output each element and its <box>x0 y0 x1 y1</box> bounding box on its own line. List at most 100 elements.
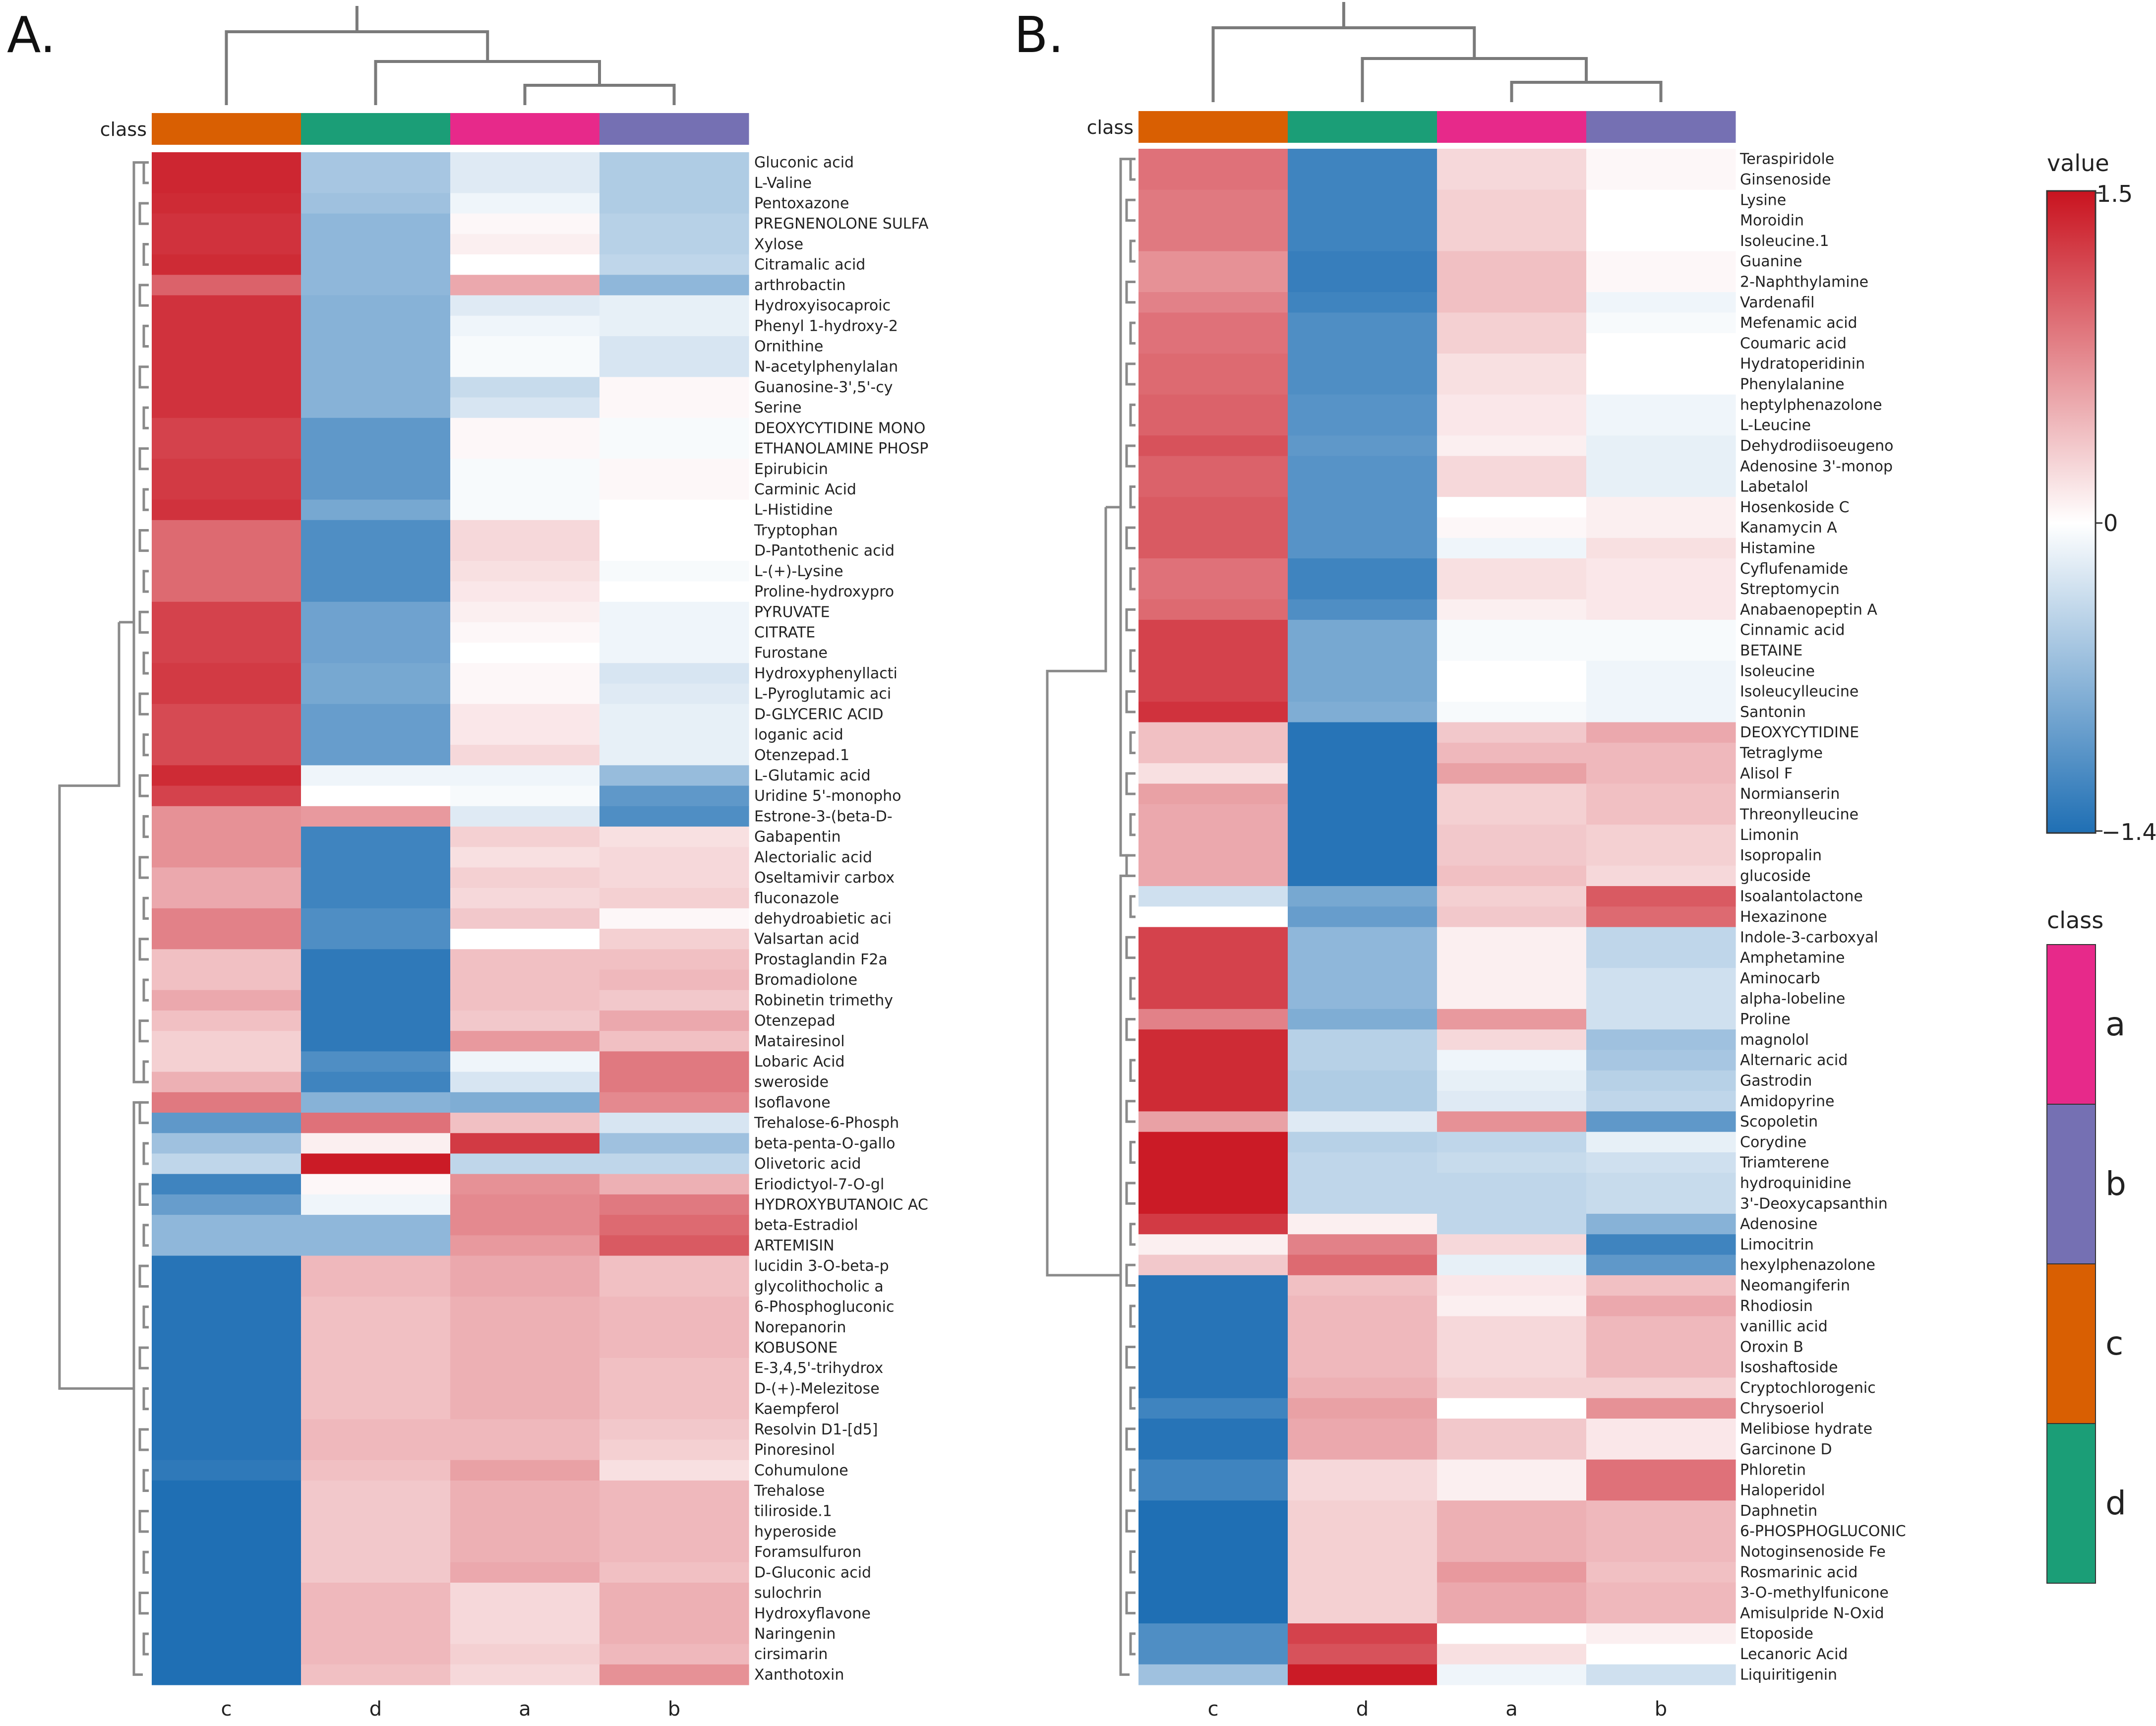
heatmap-cell <box>450 459 600 480</box>
heatmap-cell <box>1437 497 1587 518</box>
row-label: DEOXYCYTIDINE MONO <box>754 419 925 437</box>
heatmap-cell <box>1288 1562 1437 1583</box>
heatmap-cell <box>1586 251 1736 272</box>
heatmap-cell <box>152 581 301 602</box>
heatmap-cell <box>1437 825 1587 846</box>
heatmap-cell <box>1138 251 1288 272</box>
heatmap-cell <box>1437 620 1587 641</box>
dendrogram-branch <box>1510 81 1663 102</box>
dendrogram-branch <box>1129 1140 1136 1164</box>
heatmap-cell <box>1138 1419 1288 1439</box>
heatmap-cell <box>1288 968 1437 989</box>
heatmap-cell <box>301 152 451 173</box>
row-label: Indole-3-carboxyal <box>1740 929 1878 946</box>
heatmap-cell <box>599 1092 749 1113</box>
heatmap-cell <box>1437 1275 1587 1296</box>
heatmap-cell <box>1288 1213 1437 1235</box>
row-label: beta-penta-O-gallo <box>754 1135 896 1152</box>
heatmap-cell <box>1586 1234 1736 1255</box>
row-label: ETHANOLAMINE PHOSP <box>754 440 928 458</box>
row-label: Isoleucine.1 <box>1740 233 1829 250</box>
dendrogram-branch <box>138 1264 149 1288</box>
heatmap-cell <box>152 1296 301 1317</box>
row-label: KOBUSONE <box>754 1339 838 1357</box>
dendrogram-branch <box>1129 1059 1136 1082</box>
heatmap-cell <box>450 908 600 929</box>
row-label: Limocitrin <box>1740 1236 1814 1253</box>
heatmap-cell <box>301 295 451 316</box>
heatmap-cell <box>1586 742 1736 764</box>
class-bar-cell-a <box>450 113 600 145</box>
heatmap-cell <box>301 847 451 868</box>
heatmap-cell <box>1437 722 1587 743</box>
row-label: Foramsulfuron <box>754 1544 861 1561</box>
heatmap-cell <box>152 847 301 868</box>
row-label: alpha-lobeline <box>1740 990 1845 1008</box>
heatmap-cell <box>450 479 600 500</box>
heatmap-cell <box>1437 1500 1587 1522</box>
row-label: Histamine <box>1740 539 1815 557</box>
heatmap-cell <box>1437 374 1587 395</box>
heatmap-cell <box>1288 169 1437 190</box>
heatmap-cell <box>1138 537 1288 559</box>
heatmap-cell <box>1288 660 1437 682</box>
heatmap-cell <box>1437 415 1587 436</box>
heatmap-cell <box>450 1276 600 1297</box>
dendrogram-branch <box>142 1550 149 1574</box>
heatmap-cell <box>152 1378 301 1399</box>
heatmap-cell <box>450 173 600 194</box>
heatmap-cell <box>599 724 749 745</box>
heatmap-cell <box>1288 292 1437 313</box>
dendrogram-branch <box>142 978 149 1002</box>
heatmap-cell <box>1288 333 1437 354</box>
heatmap-cell <box>1586 1070 1736 1091</box>
dendrogram-branch <box>142 1060 149 1083</box>
heatmap-cell <box>1288 354 1437 374</box>
heatmap-cell <box>152 561 301 582</box>
heatmap-cell <box>1437 579 1587 600</box>
heatmap-cell <box>301 213 451 235</box>
heatmap-cell <box>1288 517 1437 538</box>
row-label: PREGNENOLONE SULFA <box>754 215 929 233</box>
heatmap-cell <box>1586 497 1736 518</box>
row-label: Phloretin <box>1740 1461 1806 1479</box>
heatmap-cell <box>1138 374 1288 395</box>
heatmap-cells <box>1138 149 1736 1685</box>
heatmap-cell <box>1586 1275 1736 1296</box>
heatmap-cell <box>301 1399 451 1420</box>
heatmap-cell <box>1586 1419 1736 1439</box>
heatmap-cell <box>450 336 600 357</box>
row-label: Xylose <box>754 236 803 253</box>
heatmap-cell <box>152 1582 301 1604</box>
row-label: Trehalose <box>754 1482 825 1499</box>
row-label: Melibiose hydrate <box>1740 1421 1872 1438</box>
heatmap-cell <box>152 724 301 745</box>
heatmap-cell <box>1138 517 1288 538</box>
heatmap-cell <box>1437 1398 1587 1419</box>
dendrogram-branch <box>1125 1509 1136 1533</box>
dendrogram-branch <box>138 1183 149 1206</box>
row-label: Otenzepad <box>754 1012 836 1030</box>
column-dendrogram <box>1211 2 1663 102</box>
class-legend-label-d: d <box>2105 1484 2126 1522</box>
heatmap-cell <box>1437 742 1587 764</box>
value-min-label: −1.4 <box>2101 819 2156 845</box>
heatmap-cell <box>599 1460 749 1481</box>
row-label: hexylphenazolone <box>1740 1256 1875 1274</box>
dendrogram-branch <box>142 815 149 838</box>
heatmap-cell <box>599 765 749 786</box>
heatmap-cell <box>599 1174 749 1195</box>
heatmap-cell <box>450 929 600 950</box>
heatmap-cell <box>1586 169 1736 190</box>
heatmap-cell <box>152 1399 301 1420</box>
heatmap-cell <box>1586 825 1736 846</box>
dendrogram-branch <box>142 1142 149 1165</box>
heatmap-cell <box>301 520 451 541</box>
heatmap-cell <box>301 969 451 991</box>
heatmap-cell <box>1138 333 1288 354</box>
heatmap-cell <box>301 1071 451 1093</box>
row-label: Alectorialic acid <box>754 849 872 866</box>
panel-label: B. <box>1014 6 1064 64</box>
row-label: Amidopyrine <box>1740 1093 1834 1110</box>
heatmap-cell <box>152 540 301 561</box>
